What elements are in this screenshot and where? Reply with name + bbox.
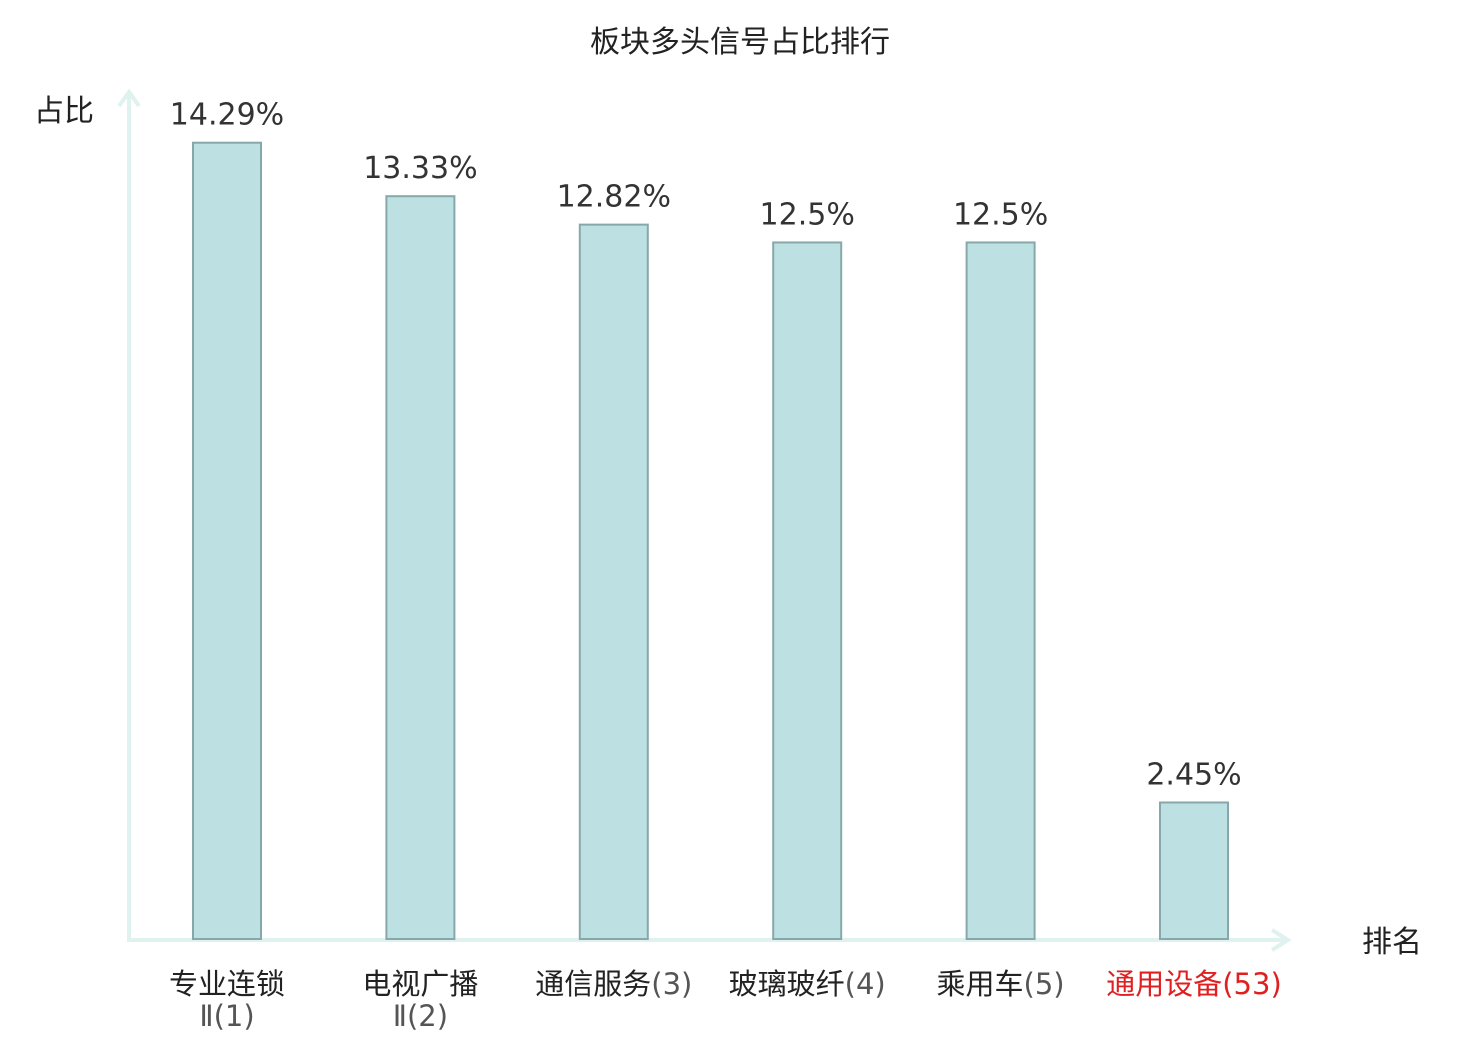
category-rank-5: (5) [1024, 967, 1065, 1001]
category-rank-6: (53) [1222, 967, 1282, 1001]
category-rank-1: Ⅱ(1) [199, 999, 254, 1033]
category-name-3: 通信服务 [535, 967, 651, 1001]
category-rank-4: (4) [845, 967, 886, 1001]
bar-4 [772, 241, 843, 941]
y-axis-label: 占比 [34, 94, 94, 129]
bar-6 [1159, 801, 1229, 941]
x-axis-label: 排名 [1362, 925, 1422, 960]
category-rank-2: Ⅱ(2) [393, 999, 448, 1033]
value-labels-group: 14.29% 13.33% 12.82% 12.5% 12.5% 2.45% [170, 98, 1242, 793]
category-label-2: 电视广播 [362, 967, 478, 1001]
category-label-5: 乘用车(5) [937, 967, 1065, 1001]
value-label-5: 12.5% [953, 197, 1048, 232]
value-label-1: 14.29% [170, 98, 284, 133]
category-label-3: 通信服务(3) [535, 967, 692, 1001]
chart-title: 板块多头信号占比排行 [590, 25, 890, 60]
value-label-2: 13.33% [363, 151, 477, 186]
bar-3 [578, 223, 649, 940]
value-label-6: 2.45% [1146, 757, 1241, 792]
value-label-4: 12.5% [760, 197, 855, 232]
bars-group [192, 141, 1229, 941]
category-name-4: 玻璃玻纤 [729, 967, 845, 1001]
category-label-4: 玻璃玻纤(4) [729, 967, 886, 1001]
x-axis [127, 928, 1292, 952]
y-axis [117, 88, 141, 940]
value-label-3: 12.82% [557, 180, 671, 215]
bar-2 [385, 195, 456, 940]
category-label-1: 专业连锁 [169, 967, 285, 1001]
category-rank-3: (3) [651, 967, 692, 1001]
bar-1 [192, 141, 262, 940]
category-name-5: 乘用车 [937, 967, 1024, 1001]
bar-5 [965, 241, 1036, 941]
category-name-6: 通用设备 [1106, 967, 1222, 1001]
category-label-6: 通用设备(53) [1106, 967, 1282, 1001]
